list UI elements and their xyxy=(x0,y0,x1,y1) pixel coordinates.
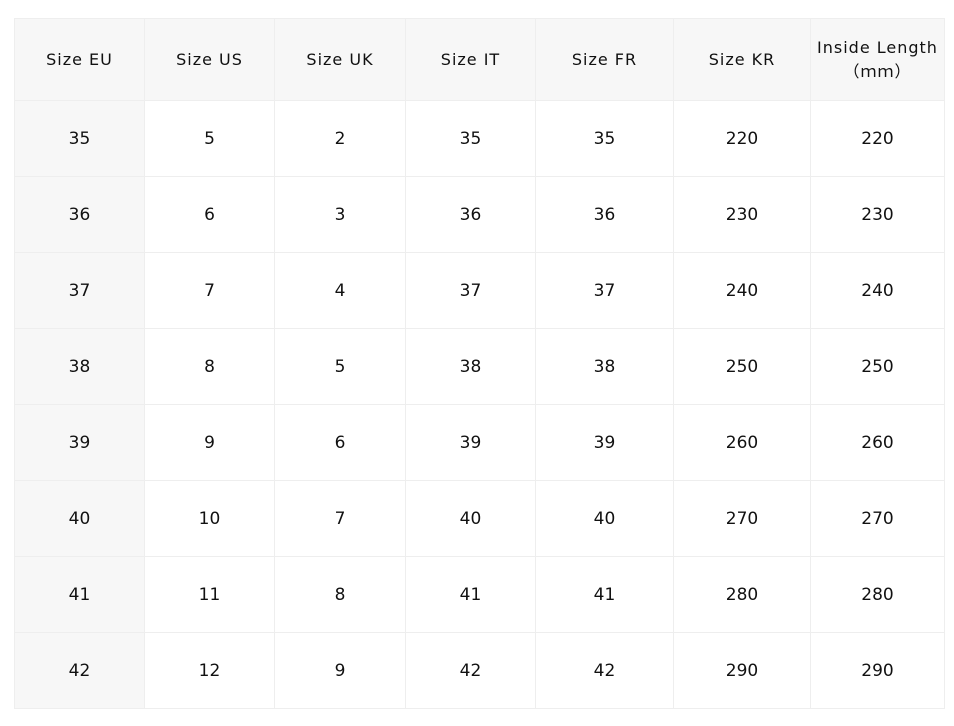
table-cell: 36 xyxy=(535,176,674,253)
table-cell: 220 xyxy=(810,100,945,177)
header-cell: Size EU xyxy=(14,18,145,101)
table-cell: 40 xyxy=(405,480,536,557)
table-cell: 36 xyxy=(405,176,536,253)
table-cell: 10 xyxy=(144,480,275,557)
table-cell: 260 xyxy=(673,404,811,481)
table-cell: 37 xyxy=(14,252,145,329)
table-cell: 260 xyxy=(810,404,945,481)
header-cell: Inside Length （ｍｍ） xyxy=(810,18,945,101)
table-row: 39 9 6 39 39 260 260 xyxy=(14,404,945,481)
table-cell: 280 xyxy=(673,556,811,633)
table-cell: 250 xyxy=(673,328,811,405)
table-cell: 2 xyxy=(274,100,406,177)
table-cell: 35 xyxy=(14,100,145,177)
table-cell: 6 xyxy=(144,176,275,253)
header-cell: Size KR xyxy=(673,18,811,101)
table-cell: 39 xyxy=(535,404,674,481)
table-cell: 240 xyxy=(810,252,945,329)
table-row: 40 10 7 40 40 270 270 xyxy=(14,480,945,557)
table-cell: 9 xyxy=(144,404,275,481)
table-cell: 11 xyxy=(144,556,275,633)
table-cell: 8 xyxy=(274,556,406,633)
header-cell: Size IT xyxy=(405,18,536,101)
table-cell: 7 xyxy=(144,252,275,329)
table-cell: 280 xyxy=(810,556,945,633)
header-cell: Size UK xyxy=(274,18,406,101)
table-cell: 5 xyxy=(274,328,406,405)
table-cell: 41 xyxy=(14,556,145,633)
header-cell: Size FR xyxy=(535,18,674,101)
table-cell: 4 xyxy=(274,252,406,329)
table-cell: 7 xyxy=(274,480,406,557)
table-cell: 270 xyxy=(810,480,945,557)
table-cell: 220 xyxy=(673,100,811,177)
table-header: Size EU Size US Size UK Size IT Size FR Size … xyxy=(14,18,945,101)
table-cell: 3 xyxy=(274,176,406,253)
table-cell: 36 xyxy=(14,176,145,253)
table-cell: 39 xyxy=(405,404,536,481)
table-cell: 270 xyxy=(673,480,811,557)
table-cell: 230 xyxy=(810,176,945,253)
table-cell: 42 xyxy=(405,632,536,709)
table-cell: 38 xyxy=(535,328,674,405)
header-row: Size EU Size US Size UK Size IT Size FR Size … xyxy=(14,18,945,101)
table-cell: 38 xyxy=(14,328,145,405)
table-cell: 41 xyxy=(405,556,536,633)
table-cell: 8 xyxy=(144,328,275,405)
table-cell: 290 xyxy=(673,632,811,709)
table-cell: 12 xyxy=(144,632,275,709)
table-cell: 40 xyxy=(535,480,674,557)
header-cell: Size US xyxy=(144,18,275,101)
table-cell: 6 xyxy=(274,404,406,481)
table-cell: 230 xyxy=(673,176,811,253)
table-cell: 5 xyxy=(144,100,275,177)
table-cell: 9 xyxy=(274,632,406,709)
table-cell: 37 xyxy=(535,252,674,329)
table-cell: 290 xyxy=(810,632,945,709)
table-row: 36 6 3 36 36 230 230 xyxy=(14,176,945,253)
table-row: 38 8 5 38 38 250 250 xyxy=(14,328,945,405)
table-cell: 35 xyxy=(535,100,674,177)
table-cell: 38 xyxy=(405,328,536,405)
table-cell: 250 xyxy=(810,328,945,405)
table-cell: 39 xyxy=(14,404,145,481)
table-row: 37 7 4 37 37 240 240 xyxy=(14,252,945,329)
table-body: 35 5 2 35 35 220 220 36 6 3 36 36 230 230 37 7 4 37 37 240 2… xyxy=(14,100,945,709)
table-cell: 35 xyxy=(405,100,536,177)
table-cell: 40 xyxy=(14,480,145,557)
table-cell: 42 xyxy=(535,632,674,709)
table-row: 41 11 8 41 41 280 280 xyxy=(14,556,945,633)
size-table: Size EU Size US Size UK Size IT Size FR Size … xyxy=(14,18,945,709)
table-cell: 42 xyxy=(14,632,145,709)
table-cell: 37 xyxy=(405,252,536,329)
table-row: 35 5 2 35 35 220 220 xyxy=(14,100,945,177)
table-cell: 41 xyxy=(535,556,674,633)
table-row: 42 12 9 42 42 290 290 xyxy=(14,632,945,709)
table-cell: 240 xyxy=(673,252,811,329)
